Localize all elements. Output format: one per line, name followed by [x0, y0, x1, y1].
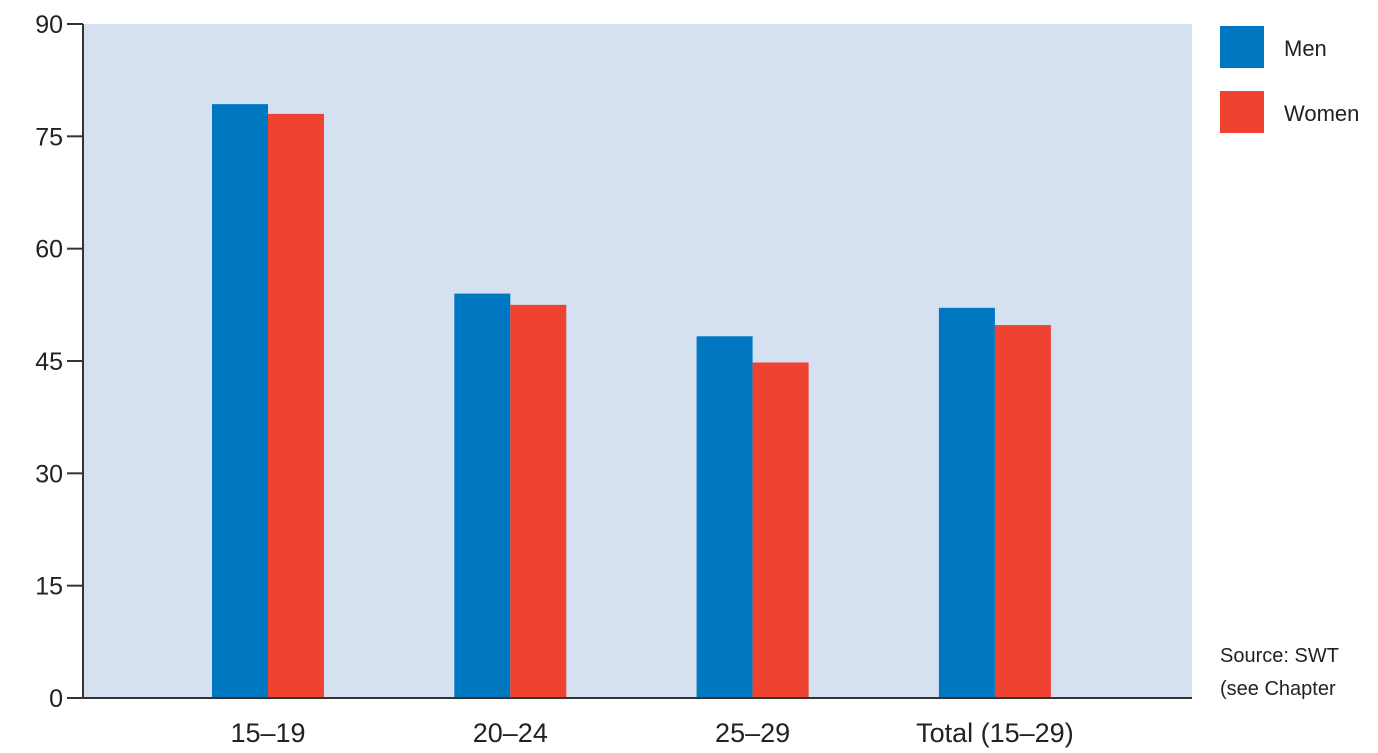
source-line-1: Source: SWT [1220, 645, 1339, 667]
bar-men-3 [938, 307, 995, 698]
bar-men-1 [454, 293, 511, 698]
bar-women-2 [752, 362, 809, 698]
y-tick-label: 0 [49, 685, 63, 713]
source-line-2: (see Chapter [1220, 678, 1336, 700]
y-tick-label: 15 [35, 573, 63, 601]
legend-label-women: Women [1284, 101, 1359, 126]
x-category-label: 20–24 [473, 718, 548, 748]
bars-group [212, 104, 1051, 699]
bar-women-1 [510, 304, 567, 698]
y-tick-label: 30 [35, 460, 63, 488]
legend: Men Women [1220, 26, 1359, 133]
x-category-label: 15–19 [230, 718, 305, 748]
y-axis-ticks: 0 15 30 45 60 75 90 [35, 11, 83, 713]
bar-men-0 [212, 104, 268, 699]
y-tick-label: 75 [35, 123, 63, 151]
bar-men-2 [696, 336, 753, 698]
x-axis-labels: 15–19 20–24 25–29 Total (15–29) [230, 718, 1073, 748]
bar-women-3 [994, 325, 1051, 698]
legend-swatch-men [1220, 26, 1264, 68]
legend-swatch-women [1220, 91, 1264, 133]
y-tick-label: 60 [35, 236, 63, 264]
bar-women-0 [268, 113, 324, 698]
y-tick-label: 45 [35, 348, 63, 376]
x-category-label: Total (15–29) [916, 718, 1074, 748]
legend-label-men: Men [1284, 36, 1327, 61]
x-category-label: 25–29 [715, 718, 790, 748]
source-note: Source: SWT (see Chapter [1220, 645, 1339, 700]
y-tick-label: 90 [35, 11, 63, 39]
